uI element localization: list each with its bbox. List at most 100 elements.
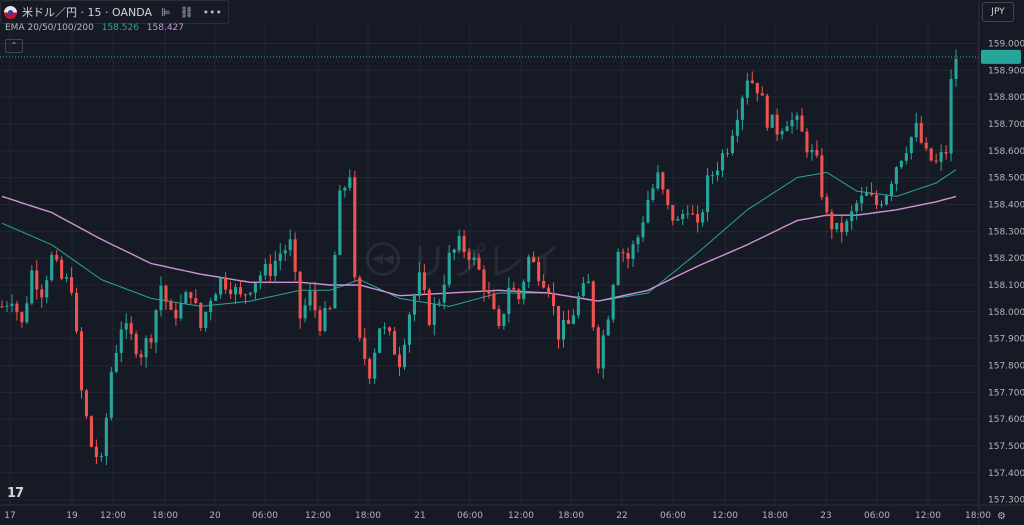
candle-body [785,126,789,132]
candle-body [179,303,183,319]
candle-body [273,260,277,276]
candle-body [447,252,451,285]
candle-body [626,253,630,259]
candle-body [561,319,566,340]
candle-body [214,294,218,301]
candle-body [725,153,730,155]
candle-body [219,277,223,295]
candle-body [735,119,739,136]
candle-body [363,337,367,359]
x-tick-label: 06:00 [252,511,278,521]
candle-body [780,131,784,135]
candle-body [194,298,198,303]
candle-body [467,251,471,260]
candle-body [755,82,759,94]
symbol-title[interactable]: 米ドル／円 · 15 · OANDA [22,6,152,19]
x-tick-label: 12:00 [712,511,738,521]
candle-body [233,287,238,295]
collapse-legend-button[interactable]: ⌃ [5,39,23,53]
chevron-up-icon: ⌃ [10,41,18,50]
candle-body [661,172,665,190]
x-tick-label: 21 [414,511,425,521]
x-tick-label: 12:00 [508,511,534,521]
candle-body [790,120,794,127]
x-tick-label: 18:00 [152,511,178,521]
candle-body [74,292,79,332]
candle-body [636,237,640,245]
indicator-label: EMA 20/50/100/200 [5,23,94,33]
candle-body [924,142,928,149]
candle-body [25,303,29,323]
candle-body [373,352,377,379]
candle-body [224,277,228,290]
candle-body [35,270,39,290]
candle-body [711,175,715,177]
y-tick-label: 158.400 [988,200,1024,210]
candle-body [288,239,292,251]
x-tick-label: 12:00 [100,511,126,521]
y-tick-label: 158.800 [988,93,1024,103]
candle-body [79,331,84,391]
candle-body [248,292,252,295]
candle-body [949,78,953,154]
candle-body [457,236,461,250]
candle-body [15,303,19,313]
candle-body [353,177,357,278]
candle-body [879,204,884,206]
x-tick-label: 20 [209,511,221,521]
ema-long [1,195,957,302]
candle-body [631,244,635,259]
candle-body [800,115,804,132]
candle-body [40,289,44,298]
candle-body [586,281,590,284]
symbol-legend[interactable]: 米ドル／円 · 15 · OANDA ⊫ ⛓ ••• [0,0,230,24]
candle-body [497,308,501,326]
candle-body [343,187,347,191]
candle-body [696,214,700,223]
candle-body [169,301,173,310]
x-tick-label: 22 [616,511,627,521]
candle-body [154,310,158,343]
indicator-legend[interactable]: EMA 20/50/100/200 158.526 158.427 [5,23,184,33]
candle-body [139,354,143,358]
candle-body [383,327,387,329]
candle-body [517,289,521,300]
candles [0,49,958,466]
candle-body [651,188,655,200]
y-tick-label: 158.000 [988,308,1024,318]
candle-body [830,212,834,230]
candle-body [532,256,536,262]
y-tick-label: 159.000 [988,39,1024,49]
candle-body [855,203,859,212]
tradingview-logo: 17 [7,486,24,501]
indicator-value-1: 158.526 [101,23,139,33]
x-tick-label: 12:00 [915,511,941,521]
more-icon[interactable]: ••• [202,5,223,19]
candle-body [502,313,506,326]
candle-body [706,175,710,213]
candle-body [720,153,725,171]
candle-body [144,338,148,358]
link-icon[interactable]: ⛓ [179,5,194,19]
candle-body [487,291,491,294]
last-price-badge [981,49,1021,64]
candle-body [109,371,113,418]
candle-body [268,263,272,276]
candle-body [412,295,416,315]
candle-body [537,261,541,281]
candle-body [338,190,342,255]
indicator-value-2: 158.427 [146,23,185,33]
candle-body [929,148,933,161]
x-tick-label: 18:00 [762,511,788,521]
bar-type-icon[interactable]: ⊫ [161,5,171,19]
candle-body [60,259,64,279]
candle-body [835,222,839,230]
candle-body [45,280,49,298]
candle-body [601,335,605,369]
currency-label[interactable]: JPY [982,2,1014,22]
candle-body [954,58,958,79]
candle-body [263,263,267,276]
settings-gear-icon[interactable]: ⚙ [997,511,1006,522]
